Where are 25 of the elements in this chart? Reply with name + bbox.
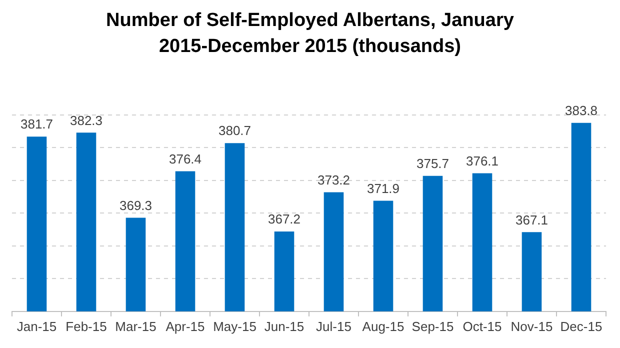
x-tick-label: Dec-15	[560, 318, 602, 334]
data-label: 375.7	[416, 156, 450, 171]
x-tick-label: Jul-15	[316, 318, 352, 334]
data-label: 382.3	[70, 112, 103, 128]
data-label: 367.1	[515, 212, 548, 228]
data-label: 369.3	[119, 198, 152, 213]
data-label: 367.2	[268, 212, 301, 227]
data-label: 376.1	[466, 153, 499, 168]
data-label: 381.7	[20, 116, 54, 132]
x-tick-label: Oct-15	[462, 318, 502, 334]
chart-title: Number of Self-Employed Albertans, January 2015-December 2015 (thousands)	[105, 9, 515, 59]
data-label: 371.9	[366, 180, 400, 196]
x-tick-label: Mar-15	[115, 318, 156, 334]
x-tick-label: Sep-15	[412, 318, 454, 334]
x-tick-label: Aug-15	[362, 318, 404, 334]
x-tick-label: Apr-15	[166, 318, 205, 334]
data-label: 373.2	[317, 172, 350, 188]
data-label: 376.4	[168, 151, 202, 166]
data-label: 383.8	[564, 102, 598, 118]
x-tick-label: May-15	[213, 318, 256, 334]
x-tick-label: Jun-15	[264, 318, 304, 334]
x-tick-label: Nov-15	[510, 318, 553, 334]
data-label: 380.7	[218, 123, 252, 138]
x-tick-label: Feb-15	[66, 318, 107, 334]
x-tick-label: Jan-15	[16, 318, 57, 334]
